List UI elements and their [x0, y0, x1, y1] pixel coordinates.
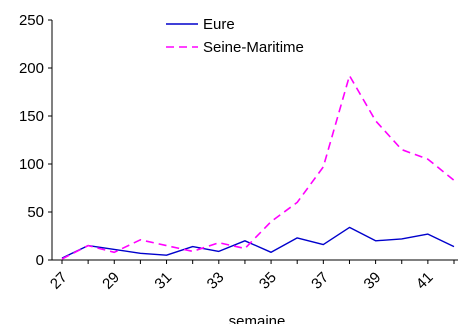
legend-label: Eure	[203, 16, 235, 33]
axes: 0 50 100 150 200 250 27 29 31 33 35 37 39 41	[19, 12, 458, 293]
x-tick-label: 37	[308, 269, 332, 293]
x-tick-label: 29	[99, 269, 123, 293]
x-tick-label: 35	[256, 269, 280, 293]
x-tick-label: 39	[361, 269, 385, 293]
y-tick-label: 150	[19, 108, 44, 125]
series-group	[61, 74, 455, 260]
legend: Eure Seine-Maritime	[166, 16, 304, 56]
y-tick-label: 0	[36, 252, 44, 269]
legend-label: Seine-Maritime	[203, 39, 304, 56]
x-tick-label: 31	[151, 269, 175, 293]
y-tick-label: 100	[19, 156, 44, 173]
series-line-eure	[61, 226, 455, 259]
x-tick-label: 27	[47, 269, 71, 293]
x-tick-label: 41	[413, 269, 437, 293]
x-tick-label: 33	[204, 269, 228, 293]
y-tick-label: 250	[19, 12, 44, 29]
y-tick-label: 200	[19, 60, 44, 77]
y-tick-label: 50	[27, 204, 44, 221]
x-axis-title: semaine	[229, 313, 286, 324]
series-line-seine-maritime	[61, 74, 455, 260]
